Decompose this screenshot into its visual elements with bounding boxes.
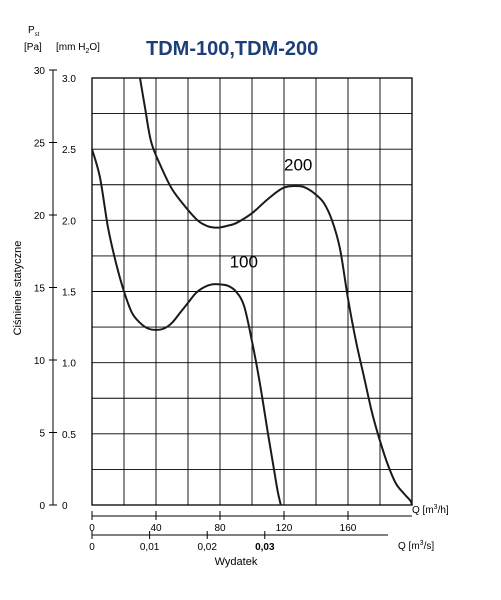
series-line-100 (91, 148, 282, 506)
inner-axis-tick-label: 0 (62, 501, 68, 512)
x-axis-m3h-tick-label: 120 (276, 523, 293, 534)
x-axis-label: Wydatek (215, 556, 258, 568)
inner-axis-unit-sub: 2 (85, 48, 89, 55)
left-axis-tick-label: 30 (34, 66, 46, 77)
y-axis-label: Ciśnienie statyczne (12, 241, 24, 336)
inner-axis-tick-label: 3.0 (62, 74, 76, 85)
x-axis-m3h-label-prefix: Q [m (412, 505, 434, 516)
x-axis-m3s-tick-label: 0,02 (197, 542, 217, 553)
x-axis-m3h-tick-label: 160 (340, 523, 357, 534)
inner-axis-ticks: 0 0.5 1.0 1.5 2.0 2.5 3.0 (62, 74, 76, 512)
x-axis-m3s-tick-label: 0,03 (255, 542, 275, 553)
left-axis-symbol: Pst (28, 25, 40, 38)
plot-frame (91, 77, 413, 506)
left-axis-ticks: 0 5 10 15 20 25 30 (34, 66, 57, 512)
x-axis-m3s-label: Q [m3/s] (398, 540, 434, 552)
grid (92, 78, 412, 505)
left-axis-tick-label: 20 (34, 211, 46, 222)
series-label-200: 200 (284, 156, 312, 175)
x-axis-m3s-label-suffix: /s] (424, 541, 435, 552)
x-axis-m3s-tick-label: 0 (89, 542, 95, 553)
left-axis-tick-label: 25 (34, 139, 46, 150)
series-group (91, 77, 413, 506)
chart-title: TDM-100,TDM-200 (146, 38, 318, 60)
left-axis-tick-label: 0 (39, 501, 45, 512)
series-line-200 (139, 77, 413, 506)
x-axis-m3h-label-suffix: /h] (438, 505, 449, 516)
x-axis-m3s-label-prefix: Q [m (398, 541, 420, 552)
inner-axis-tick-label: 1.0 (62, 359, 76, 370)
x-axis-m3s-tick-label: 0,01 (140, 542, 160, 553)
x-axis-m3s-label-sup: 3 (420, 540, 424, 547)
x-axis-m3h-label: Q [m3/h] (412, 504, 449, 516)
left-axis-symbol-subscript: st (35, 32, 40, 38)
x-axis-m3h-tick-label: 80 (214, 523, 226, 534)
inner-axis-tick-label: 1.5 (62, 288, 76, 299)
x-axis-m3h-ticks: 0 40 80 120 160 (89, 511, 357, 534)
inner-axis-tick-label: 2.0 (62, 216, 76, 227)
left-axis-symbol-main: P (28, 25, 35, 36)
x-axis-m3h-tick-label: 0 (89, 523, 95, 534)
x-axis-m3s-ticks: 0 0,01 0,02 0,03 (89, 531, 275, 553)
inner-axis-unit: [mm H2O] (56, 42, 100, 55)
inner-axis-tick-label: 0.5 (62, 430, 76, 441)
left-axis-unit: [Pa] (24, 42, 42, 53)
x-axis-m3h-tick-label: 40 (150, 523, 162, 534)
left-axis-tick-label: 5 (39, 429, 45, 440)
inner-axis-unit-prefix: [mm H (56, 42, 85, 53)
series-labels: 100 200 (230, 156, 313, 272)
left-axis-tick-label: 10 (34, 356, 46, 367)
inner-axis-unit-suffix: O] (89, 42, 100, 53)
left-axis-tick-label: 15 (34, 284, 46, 295)
inner-axis-tick-label: 2.5 (62, 145, 76, 156)
x-axis-m3h-label-sup: 3 (434, 504, 438, 511)
series-label-100: 100 (230, 252, 258, 271)
